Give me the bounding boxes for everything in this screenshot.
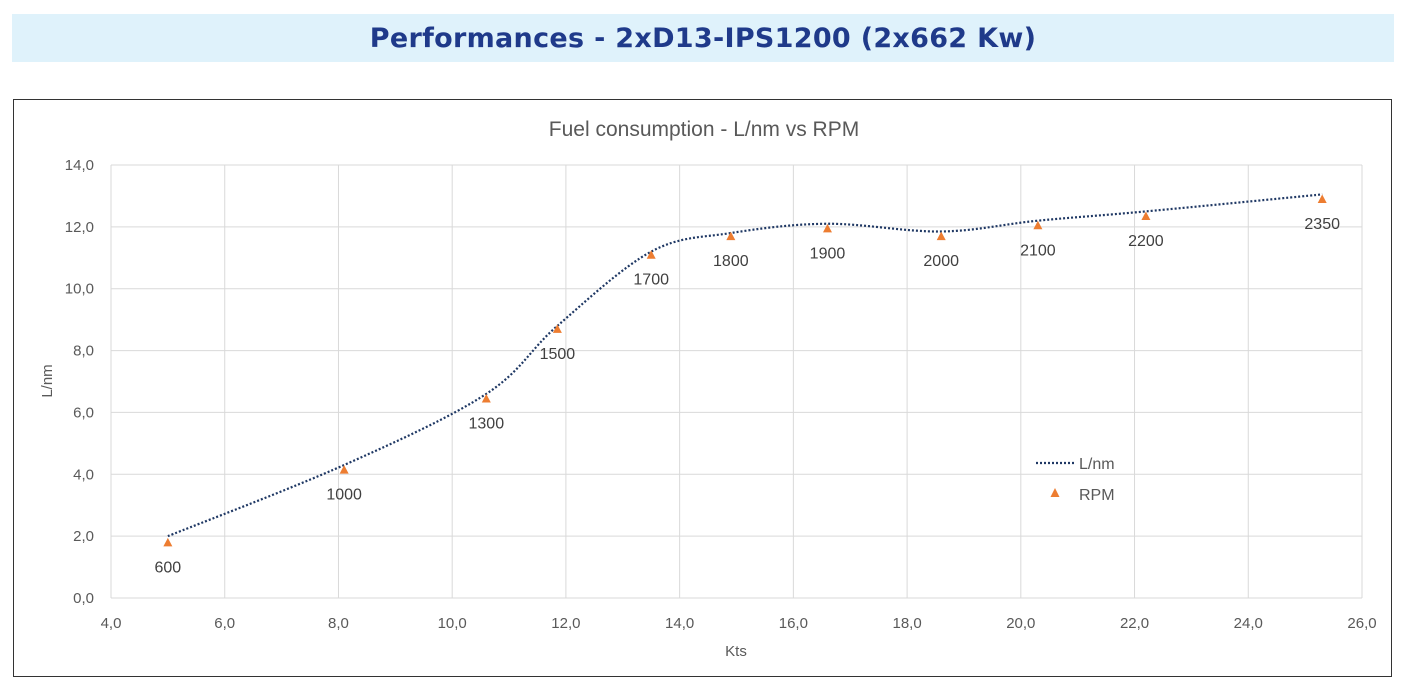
rpm-data-label: 2200 bbox=[1128, 233, 1164, 250]
y-tick-label: 10,0 bbox=[65, 281, 94, 298]
y-tick-label: 0,0 bbox=[73, 590, 94, 607]
x-tick-label: 26,0 bbox=[1347, 615, 1376, 632]
rpm-marker bbox=[936, 231, 946, 241]
x-tick-label: 10,0 bbox=[438, 615, 467, 632]
x-tick-label: 8,0 bbox=[328, 615, 349, 632]
lnm-series-path bbox=[167, 193, 1323, 538]
rpm-data-label: 1500 bbox=[540, 346, 576, 363]
rpm-marker bbox=[1317, 194, 1327, 204]
y-tick-label: 12,0 bbox=[65, 219, 94, 236]
x-tick-label: 4,0 bbox=[101, 615, 122, 632]
x-tick-label: 20,0 bbox=[1006, 615, 1035, 632]
chart-svg: Fuel consumption - L/nm vs RPM 0,0 2,0 4,0… bbox=[39, 118, 1377, 660]
rpm-marker bbox=[726, 231, 736, 241]
x-axis-title: Kts bbox=[725, 643, 747, 660]
legend-label-lnm: L/nm bbox=[1079, 456, 1115, 473]
y-tick-label: 14,0 bbox=[65, 157, 94, 174]
series-line bbox=[167, 193, 1323, 538]
gridlines bbox=[110, 164, 1363, 599]
y-tick-label: 2,0 bbox=[73, 528, 94, 545]
x-tick-label: 12,0 bbox=[551, 615, 580, 632]
legend-label-rpm: RPM bbox=[1079, 487, 1115, 504]
rpm-data-label: 1800 bbox=[713, 253, 749, 270]
y-axis-title: L/nm bbox=[39, 364, 56, 397]
chart-title: Fuel consumption - L/nm vs RPM bbox=[549, 118, 859, 141]
rpm-marker bbox=[822, 223, 832, 233]
page-title: Performances - 2xD13-IPS1200 (2x662 Kw) bbox=[369, 22, 1037, 54]
rpm-marker bbox=[552, 324, 562, 333]
chart-frame: Fuel consumption - L/nm vs RPM 0,0 2,0 4,0… bbox=[13, 99, 1392, 677]
rpm-data-label: 1700 bbox=[633, 272, 669, 289]
rpm-marker bbox=[339, 465, 349, 474]
x-tick-label: 6,0 bbox=[214, 615, 235, 632]
rpm-marker bbox=[646, 250, 656, 259]
legend: L/nm RPM bbox=[1036, 456, 1115, 504]
x-axis-ticks: 4,0 6,0 8,0 10,0 12,0 14,0 16,0 18,0 20,0 22,0 24,… bbox=[101, 615, 1377, 632]
rpm-data-label: 2100 bbox=[1020, 242, 1056, 259]
y-tick-label: 4,0 bbox=[73, 466, 94, 483]
legend-triangle-swatch bbox=[1050, 488, 1060, 497]
rpm-data-label: 1300 bbox=[469, 416, 505, 433]
rpm-data-label: 1900 bbox=[810, 245, 846, 262]
data-labels: 600 1000 1300 1500 1700 1800 1900 2000 2100 2200 2… bbox=[155, 216, 1341, 576]
rpm-data-label: 2000 bbox=[923, 253, 959, 270]
rpm-data-label: 2350 bbox=[1304, 216, 1340, 233]
y-tick-label: 8,0 bbox=[73, 343, 94, 360]
rpm-marker bbox=[163, 537, 173, 547]
x-tick-label: 16,0 bbox=[779, 615, 808, 632]
x-tick-label: 18,0 bbox=[892, 615, 921, 632]
rpm-marker bbox=[1033, 220, 1043, 230]
x-tick-label: 14,0 bbox=[665, 615, 694, 632]
rpm-marker bbox=[1141, 211, 1151, 221]
y-axis-ticks: 0,0 2,0 4,0 6,0 8,0 10,0 12,0 14,0 bbox=[65, 157, 94, 607]
series-markers bbox=[163, 194, 1327, 547]
x-tick-label: 22,0 bbox=[1120, 615, 1149, 632]
x-tick-label: 24,0 bbox=[1234, 615, 1263, 632]
rpm-marker bbox=[481, 394, 491, 403]
title-banner: Performances - 2xD13-IPS1200 (2x662 Kw) bbox=[12, 14, 1394, 62]
rpm-data-label: 1000 bbox=[326, 487, 362, 504]
y-tick-label: 6,0 bbox=[73, 404, 94, 421]
rpm-data-label: 600 bbox=[155, 559, 182, 576]
